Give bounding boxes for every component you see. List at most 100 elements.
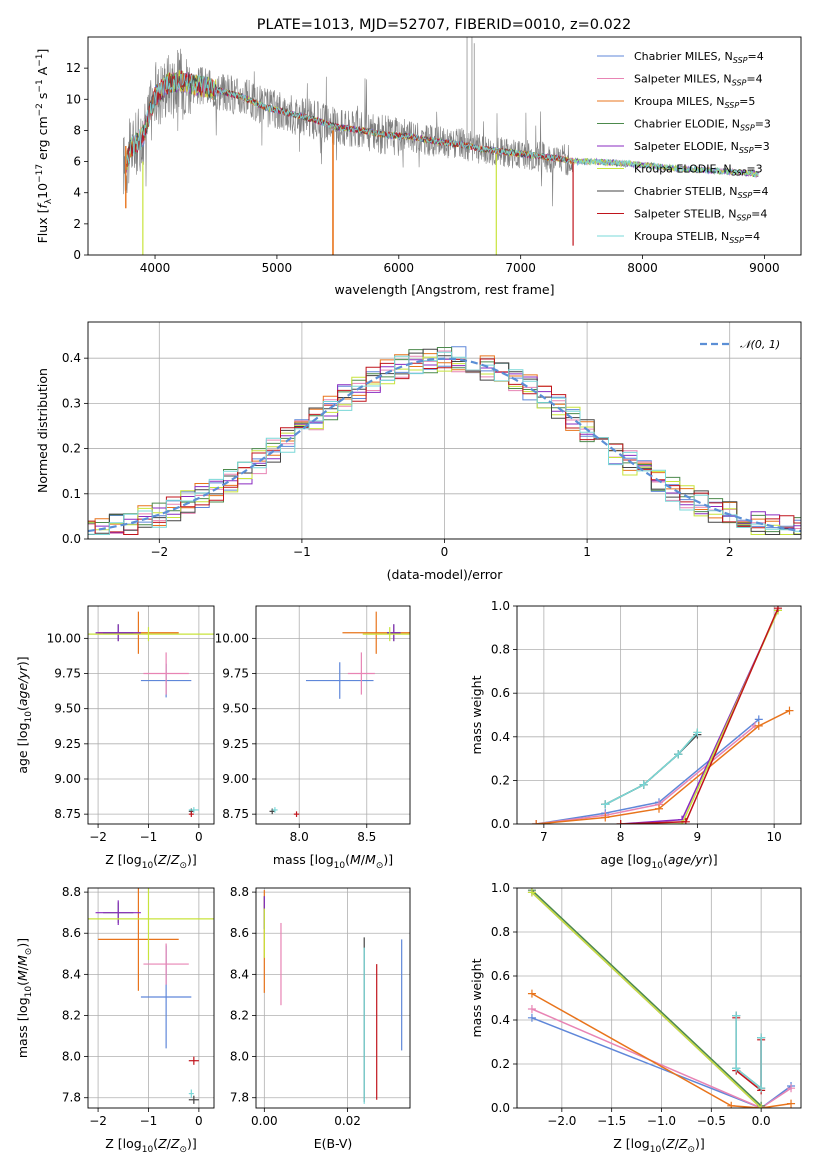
legend-label: Chabrier STELIB, NSSP=4 [634,185,768,200]
series-chabrier-miles [531,1017,792,1108]
y-tick-label: 8.0 [62,1050,81,1064]
x-tick-label: −1 [140,1114,158,1128]
label-part: / [675,1136,680,1151]
marker [616,820,625,824]
panel-residuals: −2 −1 0 1 2 0.0 0.1 0.2 0.3 0.4 (data-model)/error… [35,321,802,582]
y-tick-label: 8.2 [230,1008,249,1022]
x-tick-label: −1 [140,830,158,844]
y-axis-label: Normed distribution [35,368,50,493]
x-tick-label: 5000 [262,261,293,275]
y-tick-label: 0.4 [62,351,81,365]
legend-label: Kroupa ELODIE, NSSP=3 [634,163,763,178]
y-tick-label: 0.4 [491,1013,510,1027]
legend-model: Chabrier STELIB [634,185,722,198]
label-part: λ [44,198,54,204]
marker [681,817,690,824]
legend-nssp: 3 [756,163,763,176]
y-tick-label: 8.75 [54,807,81,821]
y-tick-label: 8.6 [62,926,81,940]
label-part: Z [665,1136,675,1151]
marker [655,804,663,813]
legend-model: Chabrier MILES [634,50,718,63]
y-tick-label: 0.0 [491,817,510,831]
legend-model: Chabrier ELODIE [634,118,725,131]
legend-model: Salpeter MILES [634,73,716,86]
label-part: )] [708,852,718,867]
x-tick-label: 8.5 [357,830,376,844]
y-tick-label: 0.2 [491,773,510,787]
y-tick-label: 9.00 [222,772,249,786]
label-part: Z [170,852,180,867]
series-chabrier-elodie [604,731,698,806]
y-tick-label: 10 [66,92,81,106]
y-tick-label: 9.75 [222,667,249,681]
x-tick-label: −2.0 [547,1114,576,1128]
label-part: )] [187,1136,197,1151]
errorbar-point [188,811,194,817]
marker [757,1033,766,1042]
label-part: / [167,852,172,867]
y-tick-label: 8.75 [222,807,249,821]
y-tick-label: 7.8 [62,1091,81,1105]
legend-eq: = [755,118,764,131]
label-part: 10 [24,986,34,998]
errorbar-point [143,652,189,695]
y-axis-label: age [log10(age/yr)] [15,656,34,773]
label-part: Z [log [105,852,141,867]
panel-mass-vs-ebv: 0.00 0.02 7.8 8.0 8.2 8.4 8.6 8.8 E(B-V) [230,885,411,1151]
label-part: ( [15,981,30,986]
x-axis-label: wavelength [Angstrom, rest frame] [334,282,554,297]
legend-model: Kroupa ELODIE [634,163,716,176]
x-tick-label: 7 [540,830,548,844]
label-part: age [log [15,722,30,773]
histogram-chabrier-stelib [88,348,801,535]
legend-sep: , N [709,95,724,108]
legend-label: Chabrier ELODIE, NSSP=3 [634,118,771,133]
y-tick-label: 0.6 [491,969,510,983]
errorbar-point [347,652,375,695]
label-part: M [15,955,30,966]
y-tick-label: 8.8 [62,885,81,899]
errorbar-point [88,627,214,642]
series-kroupa-elodie [531,891,762,1108]
legend-label: Kroupa MILES, NSSP=5 [634,95,755,110]
label-part: )] [695,1136,705,1151]
label-part: 10 [142,861,154,871]
legend-sub: SSP [732,79,747,88]
y-tick-label: 8.4 [62,967,81,981]
x-tick-label: −1.5 [597,1114,626,1128]
x-tick-label: −2 [89,830,107,844]
marker [754,721,763,730]
y-tick-label: 9.50 [54,702,81,716]
legend-sub: SSP [740,124,755,133]
panel-age-vs-mass: 8.0 8.5 8.75 9.00 9.25 9.50 9.75 10.00 mass [log… [215,605,411,871]
errorbar-point [188,1089,194,1098]
series-kroupa-stelib [604,731,698,806]
legend-sub: SSP [733,56,748,65]
label-part: 10 [35,183,50,199]
x-tick-label: 0.00 [251,1114,278,1128]
series-chabrier-miles [536,718,760,824]
series-chabrier-stelib [735,1015,762,1090]
marker [693,728,702,737]
plot-area [256,606,410,824]
errorbar-point [95,900,141,926]
marker [785,706,794,715]
histogram-salpeter-stelib [88,358,801,535]
x-tick-label: 9 [694,830,702,844]
x-tick-label: 0 [441,545,449,559]
errorbar-point [88,888,214,960]
panel-mass-vs-z: −2 −1 07.88.08.28.48.68.8Z [log10(Z/Z⊙)]ma… [15,885,215,1155]
y-tick-label: 12 [66,61,81,75]
legend-sep: , N [724,140,739,153]
label-part: 10 [142,1145,154,1155]
plot-area [88,888,214,1108]
label-part: Z [170,1136,180,1151]
errorbar-point [362,627,410,642]
legend-sub: SSP [739,146,754,155]
marker [787,1084,796,1093]
x-tick-label: −2 [150,545,168,559]
y-tick-label: 9.00 [54,772,81,786]
